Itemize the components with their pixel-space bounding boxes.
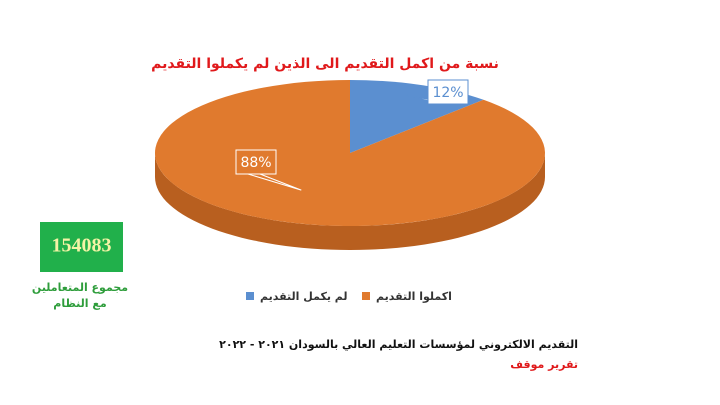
legend-label: اكملوا التقديم: [376, 290, 452, 303]
legend-label: لم يكمل التقديم: [260, 290, 348, 303]
callout-pointer: [247, 173, 302, 191]
callout-box: [235, 149, 277, 175]
stat-label: مجموع المتعاملين: [32, 281, 128, 294]
legend-swatch: [246, 292, 254, 300]
legend-swatch: [362, 292, 370, 300]
chart-title: نسبة من اكمل التقديم الى الذين لم يكملوا…: [151, 56, 499, 72]
footer-line: التقديم الالكتروني لمؤسسات التعليم العال…: [219, 338, 578, 351]
stat-value: 154083: [52, 235, 112, 257]
pie-slice: [155, 80, 546, 226]
data-label: 12%: [432, 85, 463, 101]
footer-line: تقرير موقف: [510, 358, 578, 371]
callout-box: [427, 79, 469, 105]
pie-side: [155, 153, 545, 250]
data-label: 88%: [240, 155, 271, 171]
stat-label: مع النظام: [53, 297, 106, 310]
stat-box: [40, 222, 123, 272]
